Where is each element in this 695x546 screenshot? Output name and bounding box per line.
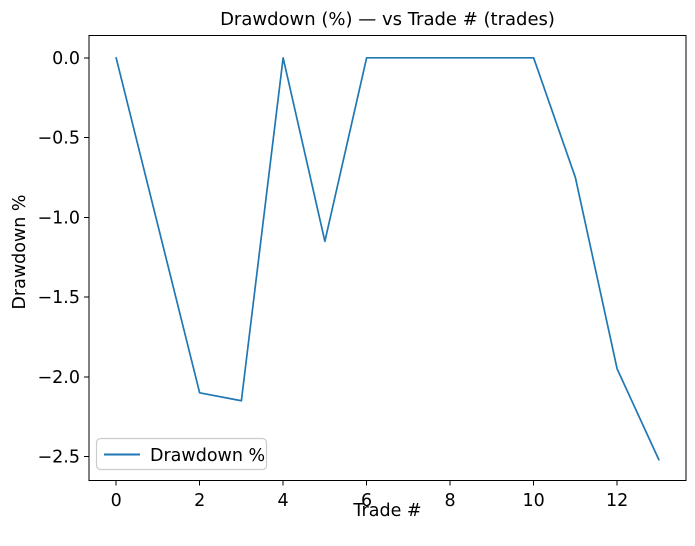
y-tick-label: −1.0 <box>38 208 81 228</box>
x-tick-label: 4 <box>278 491 289 511</box>
x-axis-label: Trade # <box>352 501 421 521</box>
x-tick-label: 2 <box>194 491 205 511</box>
y-tick-label: −2.0 <box>38 368 81 388</box>
drawdown-series-line <box>115 56 660 461</box>
x-tick-label: 8 <box>445 491 456 511</box>
x-tick-label: 0 <box>111 491 122 511</box>
chart-title: Drawdown (%) — vs Trade # (trades) <box>220 9 555 30</box>
y-tick-label: −1.5 <box>38 288 81 308</box>
legend: Drawdown % <box>95 437 268 471</box>
x-tick-label: 10 <box>522 491 544 511</box>
y-tick-label: −0.5 <box>38 129 81 149</box>
axes-frame <box>88 35 687 481</box>
legend-entry-label: Drawdown % <box>150 446 265 466</box>
x-tick-label: 6 <box>361 491 372 511</box>
x-tick-label: 12 <box>606 491 628 511</box>
y-axis-label: Drawdown % <box>10 194 30 309</box>
legend-box <box>95 437 268 471</box>
y-tick-label: 0.0 <box>52 49 80 69</box>
y-tick-label: −2.5 <box>38 448 81 468</box>
